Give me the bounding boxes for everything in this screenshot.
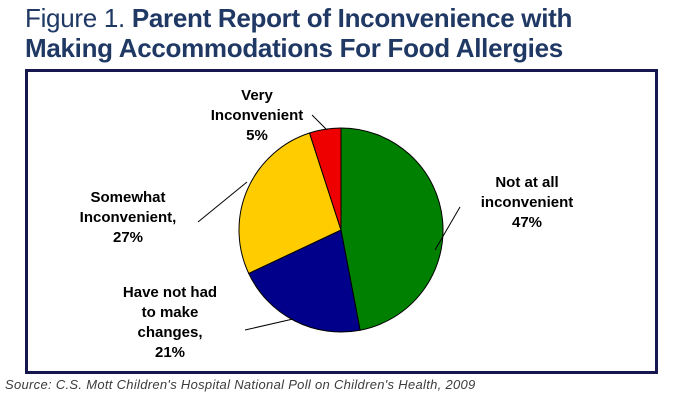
leader-line-very-inconvenient: [311, 114, 328, 131]
source-note: Source: C.S. Mott Children's Hospital Na…: [5, 377, 476, 392]
label-line: Have not had: [122, 284, 218, 301]
label-line: 47%: [511, 214, 543, 231]
label-line: 21%: [154, 344, 186, 361]
label-line: inconvenient: [480, 194, 574, 211]
label-line: Inconvenient: [210, 107, 304, 124]
pie-slice-have-not-had-to-make-changes: [248, 229, 361, 333]
label-line: 27%: [112, 229, 144, 246]
label-line: Inconvenient,: [79, 209, 177, 226]
chart-frame: Not at all inconvenient 47% Have not had…: [25, 69, 658, 374]
slice-label-not-at-all-inconvenient: Not at all inconvenient 47%: [437, 173, 617, 233]
label-line: Not at all: [495, 174, 559, 191]
pie-slice-somewhat-inconvenient: [238, 132, 342, 275]
slice-label-have-not-had-to-make-changes: Have not had to make changes, 21%: [85, 283, 255, 363]
label-line: to make: [141, 304, 199, 321]
slice-label-very-inconvenient: Very Inconvenient 5%: [177, 86, 337, 146]
figure-title: Figure 1. Parent Report of Inconvenience…: [25, 3, 670, 63]
figure-title-line2: Making Accommodations For Food Allergies: [25, 33, 563, 63]
leader-line-somewhat-inconvenient: [197, 181, 248, 223]
slice-label-somewhat-inconvenient: Somewhat Inconvenient, 27%: [43, 188, 213, 248]
figure-title-line1: Parent Report of Inconvenience with: [131, 3, 573, 33]
label-line: Very: [241, 87, 273, 104]
pie-slice-not-at-all-inconvenient: [340, 127, 444, 331]
label-line: Somewhat: [90, 189, 166, 206]
label-line: changes,: [137, 324, 203, 341]
label-line: 5%: [246, 127, 268, 144]
leader-line-not-at-all-inconvenient: [434, 206, 461, 251]
leader-line-have-not-had-to-make-changes: [244, 318, 294, 331]
figure-number-label: Figure 1.: [25, 3, 125, 33]
pie-chart: [197, 114, 461, 333]
pie-slice-very-inconvenient: [308, 127, 342, 231]
